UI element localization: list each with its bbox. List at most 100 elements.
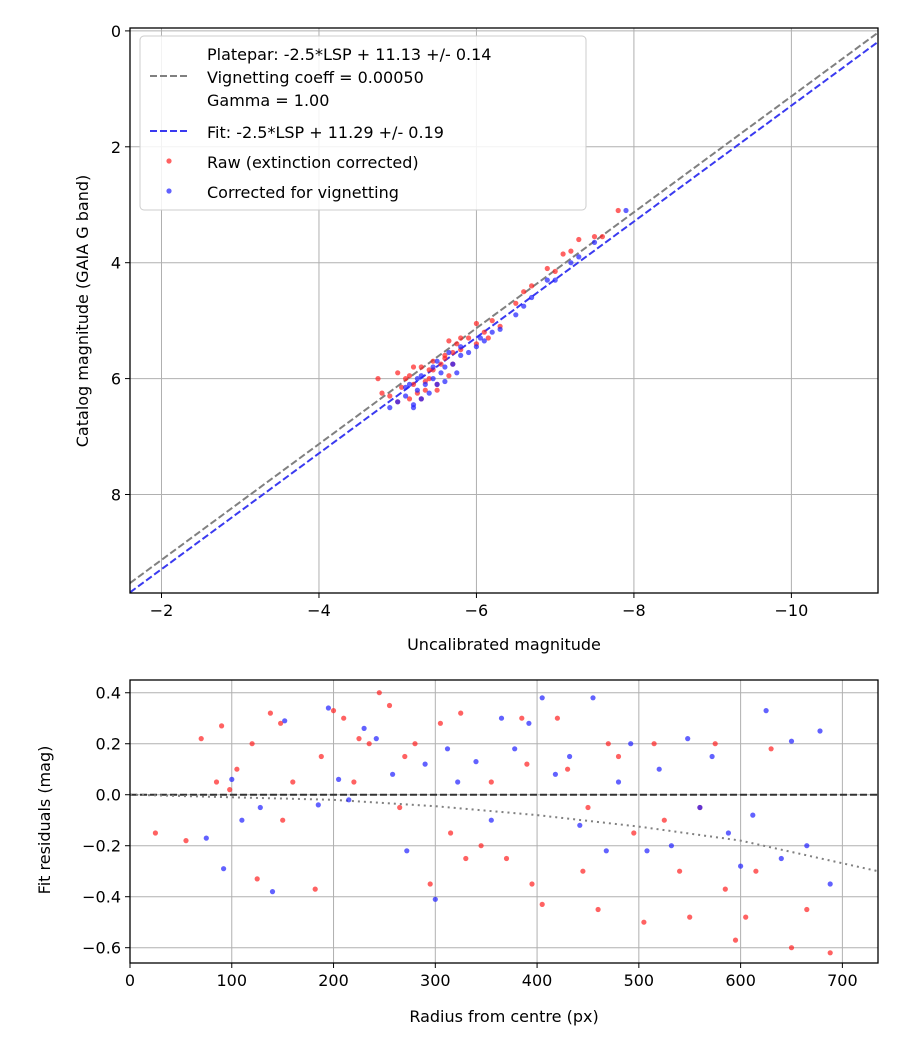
top-point-raw-extinction-corrected bbox=[615, 207, 621, 214]
bottom-point-raw-extinction-corrected bbox=[554, 715, 561, 721]
top-point-corrected-for-vignetting bbox=[426, 390, 432, 396]
top-point-corrected-for-vignetting bbox=[410, 405, 417, 411]
bottom-reference-lines bbox=[130, 793, 878, 873]
bottom-x-tick-label: 600 bbox=[725, 971, 756, 990]
top-point-raw-extinction-corrected bbox=[379, 390, 385, 396]
bottom-point-raw-extinction-corrected bbox=[753, 868, 759, 874]
bottom-point-raw-extinction-corrected bbox=[478, 843, 484, 849]
bottom-point-raw-extinction-corrected bbox=[278, 720, 284, 726]
bottom-point-corrected-for-vignetting bbox=[577, 822, 583, 828]
bottom-point-corrected-for-vignetting bbox=[473, 759, 479, 765]
bottom-point-corrected-for-vignetting bbox=[432, 896, 438, 902]
bottom-point-raw-extinction-corrected bbox=[290, 779, 296, 785]
bottom-point-raw-extinction-corrected bbox=[234, 766, 240, 772]
top-y-tick-label: 4 bbox=[111, 254, 121, 273]
top-point-raw-extinction-corrected bbox=[438, 361, 444, 367]
top-point-raw-extinction-corrected bbox=[568, 248, 574, 254]
top-point-raw-extinction-corrected bbox=[410, 381, 417, 387]
bottom-point-raw-extinction-corrected bbox=[712, 741, 718, 747]
bottom-point-raw-extinction-corrected bbox=[804, 906, 810, 913]
bottom-point-corrected-for-vignetting bbox=[346, 797, 352, 803]
top-point-raw-extinction-corrected bbox=[418, 364, 424, 370]
bottom-point-raw-extinction-corrected bbox=[677, 868, 683, 874]
bottom-point-raw-extinction-corrected bbox=[788, 945, 795, 951]
bottom-point-corrected-for-vignetting bbox=[488, 817, 494, 823]
top-point-corrected-for-vignetting bbox=[446, 349, 452, 356]
top-point-corrected-for-vignetting bbox=[454, 370, 460, 376]
top-point-raw-extinction-corrected bbox=[466, 335, 472, 341]
top-point-corrected-for-vignetting bbox=[473, 344, 479, 350]
bottom-y-tick-label: 0.4 bbox=[96, 684, 121, 703]
bottom-point-corrected-for-vignetting bbox=[725, 830, 732, 836]
bottom-point-corrected-for-vignetting bbox=[361, 725, 367, 732]
top-point-corrected-for-vignetting bbox=[497, 326, 503, 332]
top-point-raw-extinction-corrected bbox=[599, 234, 606, 240]
top-point-corrected-for-vignetting bbox=[466, 349, 472, 356]
top-point-corrected-for-vignetting bbox=[458, 344, 464, 350]
bottom-point-corrected-for-vignetting bbox=[203, 835, 209, 841]
bottom-point-corrected-for-vignetting bbox=[552, 771, 559, 777]
top-point-corrected-for-vignetting bbox=[403, 393, 409, 399]
bottom-point-corrected-for-vignetting bbox=[644, 848, 650, 854]
top-x-axis-label: Uncalibrated magnitude bbox=[407, 635, 601, 654]
bottom-point-raw-extinction-corrected bbox=[687, 914, 693, 920]
bottom-x-tick-label: 500 bbox=[624, 971, 655, 990]
top-point-corrected-for-vignetting bbox=[552, 277, 558, 283]
bottom-point-corrected-for-vignetting bbox=[390, 771, 396, 777]
top-point-raw-extinction-corrected bbox=[422, 387, 428, 393]
bottom-point-corrected-for-vignetting bbox=[455, 779, 461, 785]
bottom-point-raw-extinction-corrected bbox=[458, 710, 464, 716]
top-point-raw-extinction-corrected bbox=[576, 236, 582, 243]
bottom-point-corrected-for-vignetting bbox=[257, 804, 263, 811]
top-point-raw-extinction-corrected bbox=[544, 265, 550, 272]
top-x-tick-label: −6 bbox=[465, 601, 489, 620]
top-point-corrected-for-vignetting bbox=[458, 352, 464, 358]
top-point-raw-extinction-corrected bbox=[454, 341, 460, 347]
bottom-x-tick-label: 200 bbox=[318, 971, 349, 990]
bottom-y-axis-label: Fit residuals (mag) bbox=[35, 746, 54, 895]
bottom-point-raw-extinction-corrected bbox=[152, 830, 158, 836]
top-point-raw-extinction-corrected bbox=[473, 320, 479, 327]
top-point-corrected-for-vignetting bbox=[406, 381, 413, 387]
top-point-raw-extinction-corrected bbox=[403, 376, 409, 382]
bottom-point-corrected-for-vignetting bbox=[656, 766, 662, 772]
bottom-point-raw-extinction-corrected bbox=[580, 868, 586, 874]
bottom-point-corrected-for-vignetting bbox=[827, 881, 833, 887]
bottom-point-corrected-for-vignetting bbox=[567, 753, 573, 760]
bottom-point-raw-extinction-corrected bbox=[330, 708, 337, 714]
bottom-point-raw-extinction-corrected bbox=[427, 881, 433, 887]
top-line-fit bbox=[130, 41, 878, 593]
bottom-point-corrected-for-vignetting bbox=[697, 804, 703, 811]
bottom-point-corrected-for-vignetting bbox=[239, 817, 245, 823]
bottom-point-raw-extinction-corrected bbox=[488, 779, 494, 785]
bottom-point-raw-extinction-corrected bbox=[722, 886, 728, 892]
top-point-corrected-for-vignetting bbox=[477, 335, 483, 341]
bottom-point-raw-extinction-corrected bbox=[661, 817, 667, 823]
bottom-point-raw-extinction-corrected bbox=[318, 753, 324, 760]
bottom-point-raw-extinction-corrected bbox=[312, 886, 318, 892]
top-x-tick-label: −2 bbox=[150, 601, 174, 620]
bottom-point-raw-extinction-corrected bbox=[768, 746, 774, 752]
bottom-x-tick-label: 400 bbox=[522, 971, 553, 990]
top-y-tick-label: 6 bbox=[111, 370, 121, 389]
top-point-corrected-for-vignetting bbox=[438, 370, 444, 376]
top-point-raw-extinction-corrected bbox=[529, 283, 535, 289]
top-point-raw-extinction-corrected bbox=[450, 349, 456, 356]
top-point-corrected-for-vignetting bbox=[434, 381, 440, 387]
bottom-point-raw-extinction-corrected bbox=[366, 741, 372, 747]
bottom-point-corrected-for-vignetting bbox=[603, 848, 609, 854]
bottom-point-corrected-for-vignetting bbox=[221, 866, 227, 872]
top-point-raw-extinction-corrected bbox=[521, 289, 527, 295]
top-y-tick-label: 8 bbox=[111, 485, 121, 504]
bottom-point-corrected-for-vignetting bbox=[685, 736, 691, 742]
top-point-raw-extinction-corrected bbox=[489, 318, 495, 324]
bottom-y-tick-label: −0.6 bbox=[82, 939, 121, 958]
bottom-point-corrected-for-vignetting bbox=[315, 802, 321, 808]
top-ticks: −2 −4 −6 −8 −10 0 2 4 6 8 bbox=[111, 22, 808, 620]
bottom-point-corrected-for-vignetting bbox=[539, 695, 545, 701]
legend-entry-gamma: Gamma = 1.00 bbox=[207, 91, 329, 110]
bottom-point-raw-extinction-corrected bbox=[519, 715, 525, 721]
top-point-corrected-for-vignetting bbox=[442, 364, 448, 370]
legend-entry-vignetting: Vignetting coeff = 0.00050 bbox=[207, 68, 424, 87]
top-point-corrected-for-vignetting bbox=[418, 373, 424, 379]
